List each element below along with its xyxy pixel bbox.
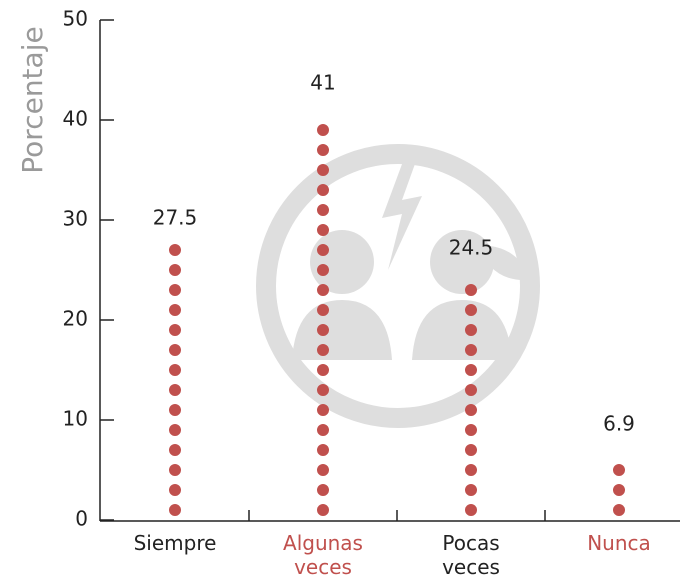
value-label: 41 xyxy=(310,71,335,95)
x-tick-label: Pocas veces xyxy=(442,531,500,579)
value-label: 6.9 xyxy=(603,412,635,436)
y-tick-label: 20 xyxy=(63,307,88,331)
value-label: 27.5 xyxy=(153,206,198,230)
value-label: 24.5 xyxy=(449,236,494,260)
y-tick-label: 40 xyxy=(63,107,88,131)
y-tick-label: 10 xyxy=(63,407,88,431)
x-tick-label: Siempre xyxy=(133,531,217,555)
watermark xyxy=(256,144,540,428)
x-tick-label: Nunca xyxy=(587,531,651,555)
y-tick-label: 30 xyxy=(63,207,88,231)
x-tick-label: Algunas veces xyxy=(283,531,363,579)
y-tick-label: 50 xyxy=(63,7,88,31)
y-axis-label: Porcentaje xyxy=(16,26,49,173)
y-tick-label: 0 xyxy=(75,507,88,531)
